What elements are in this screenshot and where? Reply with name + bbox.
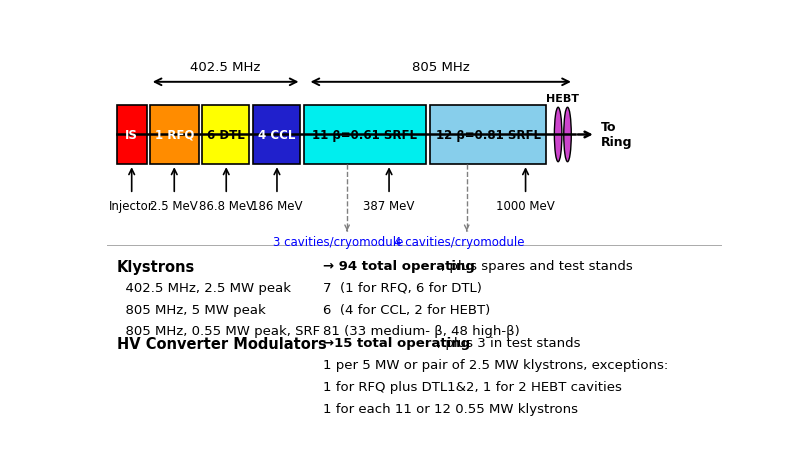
Text: , plus spares and test stands: , plus spares and test stands <box>441 259 633 273</box>
Text: 4 cavities/cryomodule: 4 cavities/cryomodule <box>394 235 524 248</box>
Text: 402.5 MHz: 402.5 MHz <box>191 61 261 74</box>
Bar <box>431 106 546 165</box>
Text: → 94 total operating: → 94 total operating <box>323 259 475 273</box>
Text: HEBT: HEBT <box>546 94 579 104</box>
Text: 11 β=0.61 SRFL: 11 β=0.61 SRFL <box>313 129 418 142</box>
Bar <box>203 106 250 165</box>
Text: 805 MHz: 805 MHz <box>412 61 469 74</box>
Text: →15 total operating: →15 total operating <box>323 337 470 349</box>
Text: HV Converter Modulators: HV Converter Modulators <box>116 337 326 352</box>
Text: 6 DTL: 6 DTL <box>207 129 245 142</box>
Text: Klystrons: Klystrons <box>116 259 195 274</box>
Bar <box>253 106 300 165</box>
Text: 4 CCL: 4 CCL <box>258 129 296 142</box>
Text: 186 MeV: 186 MeV <box>251 200 303 213</box>
Ellipse shape <box>554 108 562 162</box>
Text: 1000 MeV: 1000 MeV <box>496 200 555 213</box>
Text: , plus 3 in test stands: , plus 3 in test stands <box>437 337 581 349</box>
Text: 805 MHz, 5 MW peak: 805 MHz, 5 MW peak <box>116 303 265 316</box>
Text: IS: IS <box>125 129 138 142</box>
Bar <box>304 106 426 165</box>
Bar <box>116 106 147 165</box>
Text: 1 for RFQ plus DTL1&2, 1 for 2 HEBT cavities: 1 for RFQ plus DTL1&2, 1 for 2 HEBT cavi… <box>323 380 622 393</box>
Text: 2.5 MeV: 2.5 MeV <box>150 200 198 213</box>
Text: 402.5 MHz, 2.5 MW peak: 402.5 MHz, 2.5 MW peak <box>116 281 291 294</box>
Text: 6  (4 for CCL, 2 for HEBT): 6 (4 for CCL, 2 for HEBT) <box>323 303 490 316</box>
Text: 86.8 MeV: 86.8 MeV <box>199 200 254 213</box>
Text: 1 per 5 MW or pair of 2.5 MW klystrons, exceptions:: 1 per 5 MW or pair of 2.5 MW klystrons, … <box>323 359 668 371</box>
Text: 805 MHz, 0.55 MW peak, SRF: 805 MHz, 0.55 MW peak, SRF <box>116 325 320 338</box>
Text: 81 (33 medium- β, 48 high-β): 81 (33 medium- β, 48 high-β) <box>323 325 520 338</box>
Text: 1 for each 11 or 12 0.55 MW klystrons: 1 for each 11 or 12 0.55 MW klystrons <box>323 402 579 415</box>
Text: 1 RFQ: 1 RFQ <box>154 129 194 142</box>
Text: 7  (1 for RFQ, 6 for DTL): 7 (1 for RFQ, 6 for DTL) <box>323 281 482 294</box>
Text: 387 MeV: 387 MeV <box>364 200 415 213</box>
Text: Injector: Injector <box>109 200 154 213</box>
Text: 12 β=0.81 SRFL: 12 β=0.81 SRFL <box>436 129 541 142</box>
Text: To
Ring: To Ring <box>600 121 632 149</box>
Ellipse shape <box>564 108 571 162</box>
Text: 3 cavities/cryomodule: 3 cavities/cryomodule <box>272 235 403 248</box>
Bar <box>149 106 199 165</box>
